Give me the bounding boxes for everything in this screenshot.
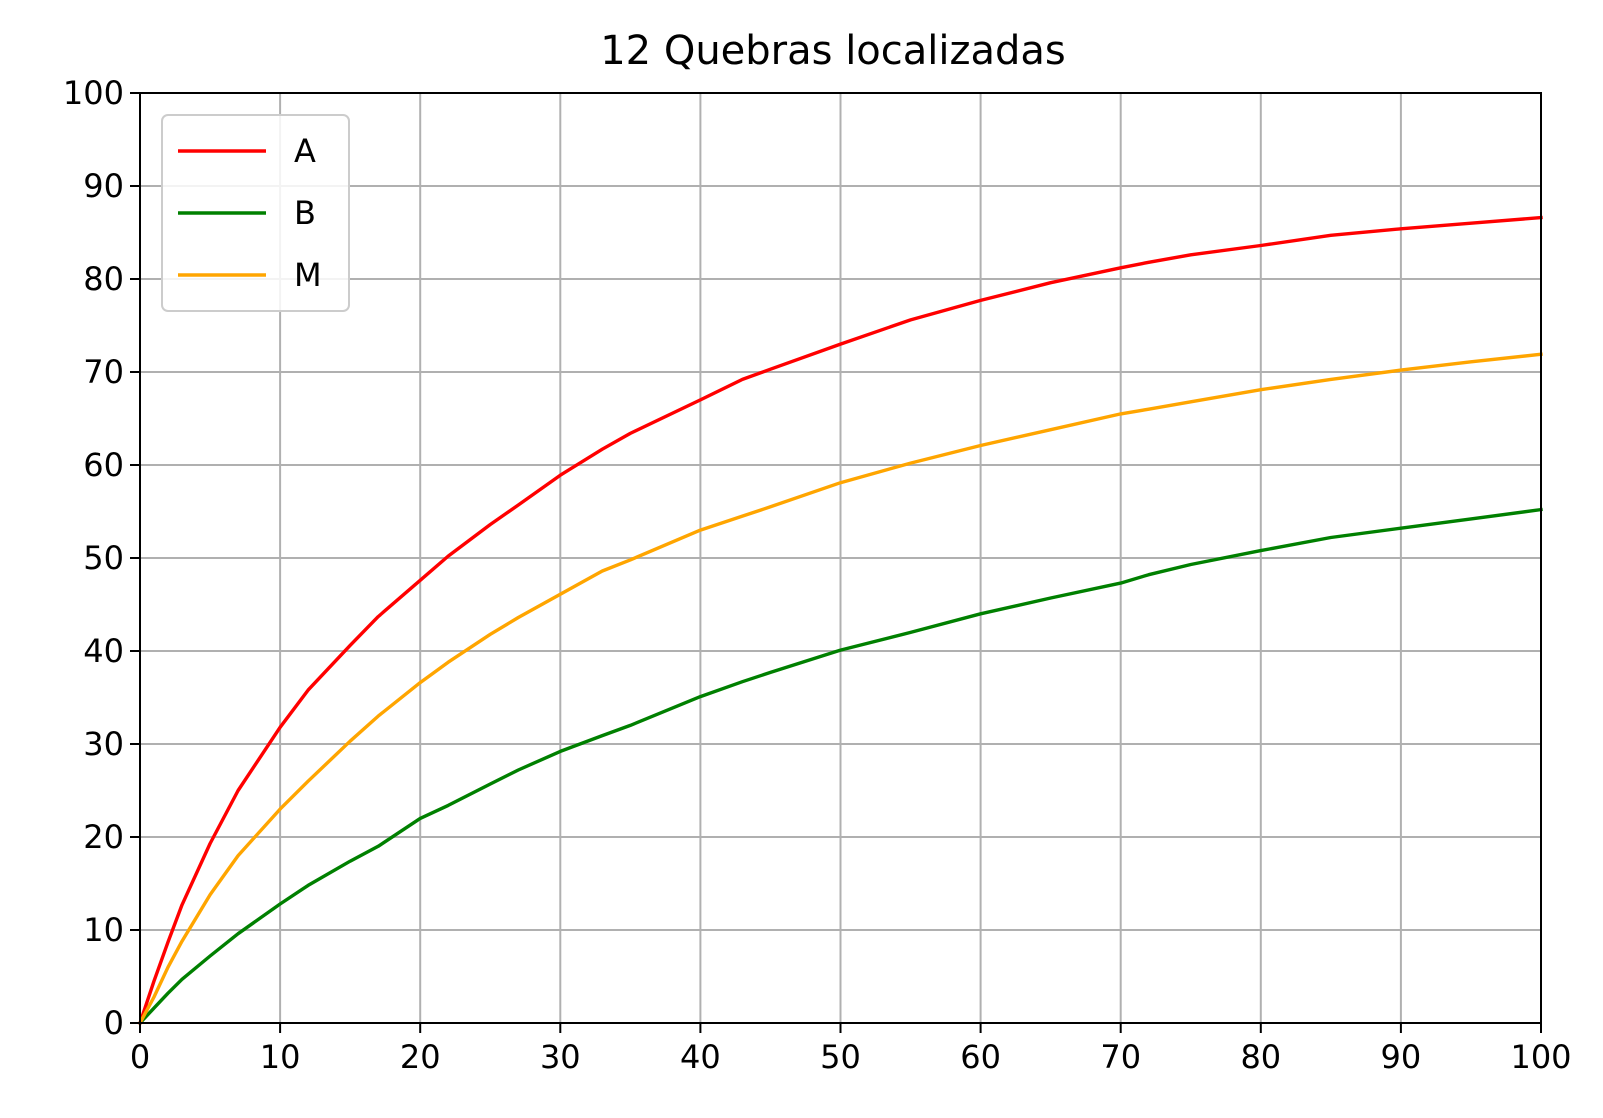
- x-tick-label: 80: [1240, 1038, 1281, 1076]
- y-tick-label: 50: [83, 539, 124, 577]
- grid: [139, 92, 1542, 1024]
- x-tick-label: 10: [260, 1038, 301, 1076]
- y-tick-label: 100: [63, 74, 124, 112]
- y-tick-label: 20: [83, 818, 124, 856]
- legend-label-A: A: [294, 132, 316, 170]
- axis-ticks: 0 10 20 30 40 50 60 70 80 90 100 0 10 20 30 40 50 60 70 80 9…: [63, 74, 1572, 1076]
- x-tick-label: 30: [540, 1038, 581, 1076]
- y-tick-label: 30: [83, 725, 124, 763]
- series-line-B: [137, 507, 1543, 1026]
- series-line-A: [137, 215, 1543, 1026]
- y-tick-label: 40: [83, 632, 124, 670]
- y-tick-label: 0: [104, 1004, 124, 1042]
- legend-label-B: B: [294, 194, 316, 232]
- x-tick-label: 40: [680, 1038, 721, 1076]
- x-tick-label: 0: [130, 1038, 150, 1076]
- x-tick-label: 20: [400, 1038, 441, 1076]
- series-lines: [137, 215, 1543, 1026]
- x-tick-label: 100: [1510, 1038, 1571, 1076]
- y-tick-label: 60: [83, 446, 124, 484]
- x-tick-label: 90: [1381, 1038, 1422, 1076]
- y-tick-label: 70: [83, 353, 124, 391]
- legend-label-M: M: [294, 256, 322, 294]
- y-tick-label: 10: [83, 911, 124, 949]
- y-tick-label: 90: [83, 167, 124, 205]
- chart-title: 12 Quebras localizadas: [600, 28, 1066, 74]
- x-tick-label: 70: [1100, 1038, 1141, 1076]
- series-line-M: [137, 352, 1543, 1026]
- x-tick-label: 50: [820, 1038, 861, 1076]
- legend: ABM: [161, 114, 350, 312]
- y-tick-label: 80: [83, 260, 124, 298]
- x-tick-label: 60: [960, 1038, 1001, 1076]
